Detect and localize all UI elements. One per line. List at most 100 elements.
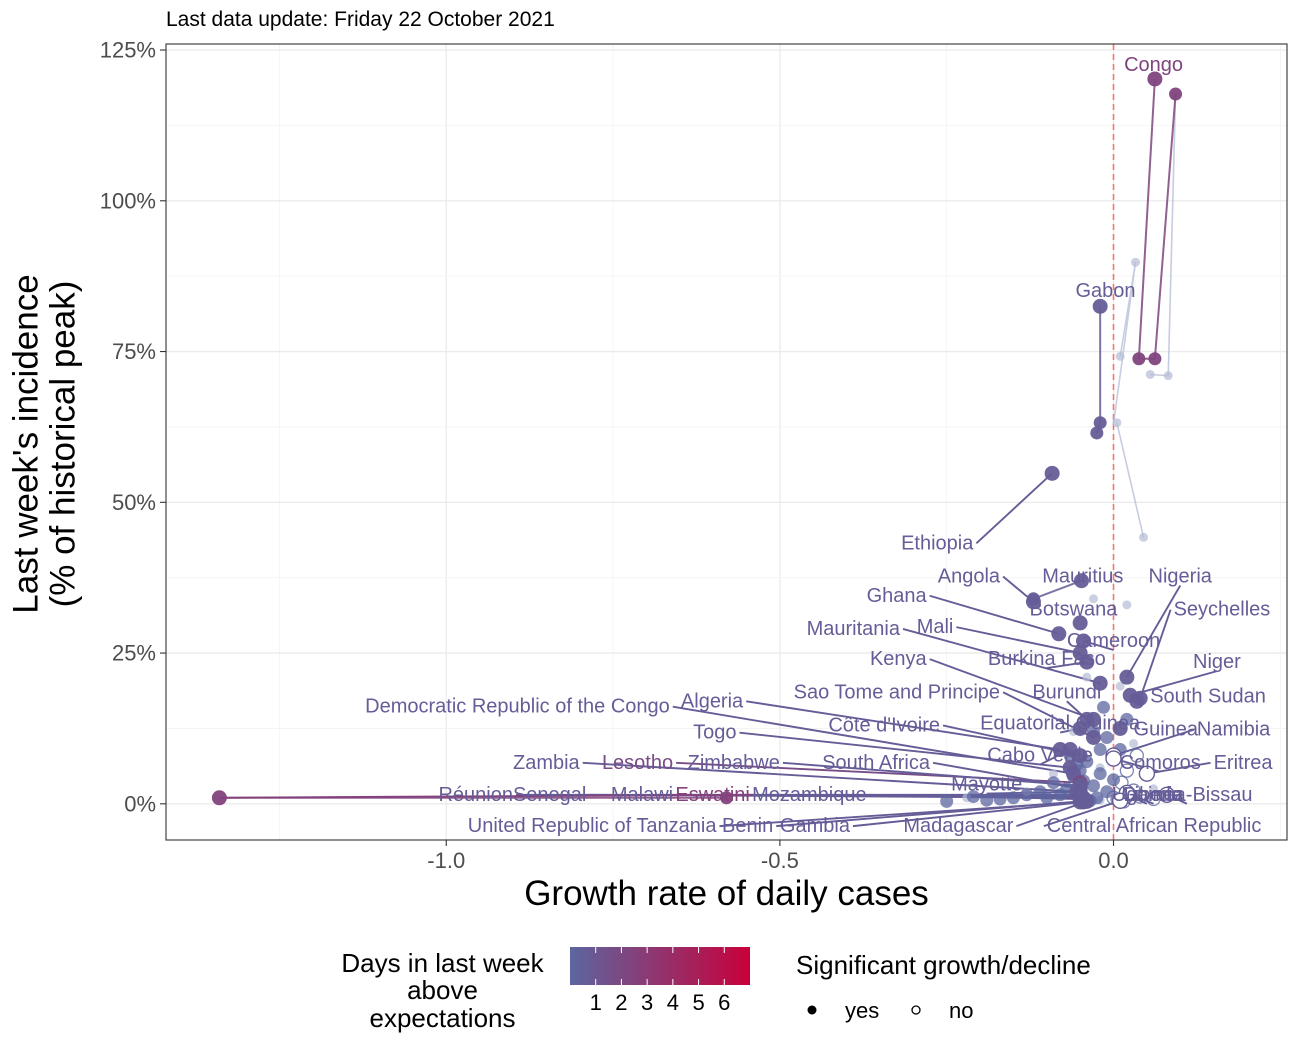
country-label: Democratic Republic of the Congo bbox=[365, 696, 670, 718]
label-leader bbox=[776, 799, 1087, 828]
label-leader bbox=[975, 472, 1053, 545]
country-label: Lesotho bbox=[602, 752, 673, 774]
caption: Last data update: Friday 22 October 2021 bbox=[166, 8, 555, 31]
plot-panel-border bbox=[165, 43, 1288, 841]
y-axis-title-line-2: (% of historical peak) bbox=[43, 280, 82, 608]
cluster-point bbox=[1093, 743, 1107, 757]
country-label: Zimbabwe bbox=[688, 752, 780, 774]
cluster-point bbox=[1093, 767, 1107, 781]
trail-point bbox=[1148, 352, 1162, 366]
label-leader bbox=[746, 700, 1061, 751]
cluster-point bbox=[1046, 776, 1060, 790]
country-label: Sao Tome and Principe bbox=[794, 681, 1000, 703]
faded-point bbox=[1112, 418, 1122, 428]
country-label: Burundi bbox=[1032, 681, 1101, 703]
country-label: Kenya bbox=[870, 648, 928, 670]
cluster-point bbox=[1086, 779, 1100, 793]
label-leader bbox=[929, 658, 1094, 721]
country-point bbox=[1079, 793, 1095, 809]
country-point-open bbox=[1105, 750, 1122, 767]
cluster-point bbox=[1006, 791, 1020, 805]
cluster-point bbox=[966, 790, 980, 804]
color-legend-title-line-1: Days in last week bbox=[341, 948, 544, 978]
label-leader bbox=[1146, 761, 1211, 775]
country-label: Angola bbox=[938, 565, 1001, 587]
country-label: Côte d'Ivoire bbox=[828, 714, 940, 736]
country-label: Congo bbox=[1124, 54, 1183, 76]
color-legend-title: Days in last week above expectations bbox=[300, 948, 585, 1033]
color-legend-bar bbox=[570, 947, 750, 985]
country-label: South Africa bbox=[822, 752, 931, 774]
country-point bbox=[1044, 465, 1060, 481]
country-point bbox=[1025, 594, 1041, 610]
label-leader bbox=[852, 801, 1084, 828]
country-label: Liberia bbox=[1124, 784, 1185, 806]
country-label: Benin bbox=[722, 815, 773, 837]
cluster-open-point bbox=[1129, 748, 1145, 763]
cluster-point bbox=[1097, 700, 1111, 714]
cluster-point bbox=[940, 794, 954, 808]
country-label: Niger bbox=[1193, 651, 1241, 673]
x-tick-label: 0.0 bbox=[1098, 848, 1129, 873]
color-legend-title-line-3: expectations bbox=[369, 1002, 516, 1033]
gridlines bbox=[166, 44, 1287, 840]
country-label: South Sudan bbox=[1150, 685, 1266, 707]
country-labels: Congo Gabon Ethiopia Angola Mauritius Nigeria… bbox=[365, 54, 1273, 837]
country-label: Cameroon bbox=[1067, 630, 1160, 652]
label-leader bbox=[1126, 584, 1182, 678]
label-leader bbox=[676, 761, 1081, 784]
shape-legend-title: Significant growth/decline bbox=[796, 950, 1091, 980]
trail-point bbox=[1169, 87, 1183, 101]
country-label: Botswana bbox=[1030, 599, 1119, 621]
trail-point bbox=[1093, 416, 1107, 430]
y-tick-label: 50% bbox=[112, 490, 156, 515]
shape-legend-yes-label: yes bbox=[845, 998, 880, 1023]
shape-legend-open-key bbox=[911, 1005, 921, 1015]
label-leader bbox=[1113, 728, 1195, 757]
country-trail bbox=[1137, 78, 1177, 360]
country-point-open bbox=[1111, 792, 1129, 810]
country-label: Seychelles bbox=[1174, 599, 1271, 621]
color-legend-tick-label: 5 bbox=[692, 990, 704, 1015]
country-label: Gabon bbox=[1075, 280, 1135, 302]
country-label: Uganda bbox=[1112, 784, 1183, 806]
faded-point bbox=[1115, 681, 1125, 691]
country-label: Ethiopia bbox=[901, 532, 974, 554]
country-label: Nigeria bbox=[1149, 565, 1213, 587]
y-axis-title: Last week's incidence (% of historical p… bbox=[6, 164, 82, 724]
cluster-point bbox=[993, 792, 1007, 806]
trail-point bbox=[720, 791, 733, 805]
country-point bbox=[1129, 693, 1145, 709]
country-label: Zambia bbox=[513, 752, 581, 774]
country-point-open bbox=[1138, 765, 1156, 782]
color-legend-tick-label: 2 bbox=[615, 990, 627, 1015]
x-tick-label: -0.5 bbox=[761, 848, 799, 873]
faded-point bbox=[1088, 594, 1098, 604]
country-point bbox=[1072, 615, 1088, 631]
country-label: Equatorial Guinea bbox=[980, 713, 1141, 735]
country-point bbox=[1092, 298, 1108, 314]
country-point-open bbox=[1158, 786, 1176, 803]
country-point bbox=[1147, 71, 1163, 87]
shape-legend-filled-key bbox=[807, 1005, 817, 1015]
country-label: Mauritania bbox=[807, 618, 901, 640]
label-leader bbox=[902, 628, 1101, 685]
shape-legend-no-label: no bbox=[949, 998, 974, 1023]
x-tick-label: -1.0 bbox=[427, 848, 465, 873]
country-label: Eritrea bbox=[1214, 752, 1274, 774]
country-label: Mauritius bbox=[1042, 565, 1123, 587]
y-tick-label: 0% bbox=[124, 791, 156, 816]
country-label: Algeria bbox=[681, 690, 744, 712]
x-axis-ticks: -1.0 -0.5 0.0 bbox=[427, 840, 1129, 873]
label-leader bbox=[582, 761, 1077, 793]
label-leader bbox=[1129, 670, 1218, 697]
faded-point bbox=[1145, 369, 1155, 379]
cluster-point bbox=[980, 793, 994, 807]
color-legend-tick-label: 1 bbox=[590, 990, 602, 1015]
country-point bbox=[1072, 720, 1088, 736]
country-label: Gambia bbox=[780, 815, 851, 837]
country-label: Cabo Verde bbox=[987, 745, 1093, 767]
label-leader bbox=[739, 731, 1071, 769]
